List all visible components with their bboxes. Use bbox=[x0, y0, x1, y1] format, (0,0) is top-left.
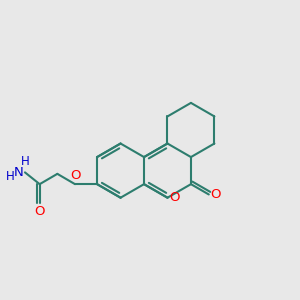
Text: O: O bbox=[34, 205, 45, 218]
Text: O: O bbox=[70, 169, 80, 182]
Text: O: O bbox=[210, 188, 221, 201]
Text: N: N bbox=[14, 167, 23, 179]
Text: O: O bbox=[169, 191, 179, 204]
Text: H: H bbox=[21, 155, 29, 168]
Text: H: H bbox=[6, 170, 15, 183]
